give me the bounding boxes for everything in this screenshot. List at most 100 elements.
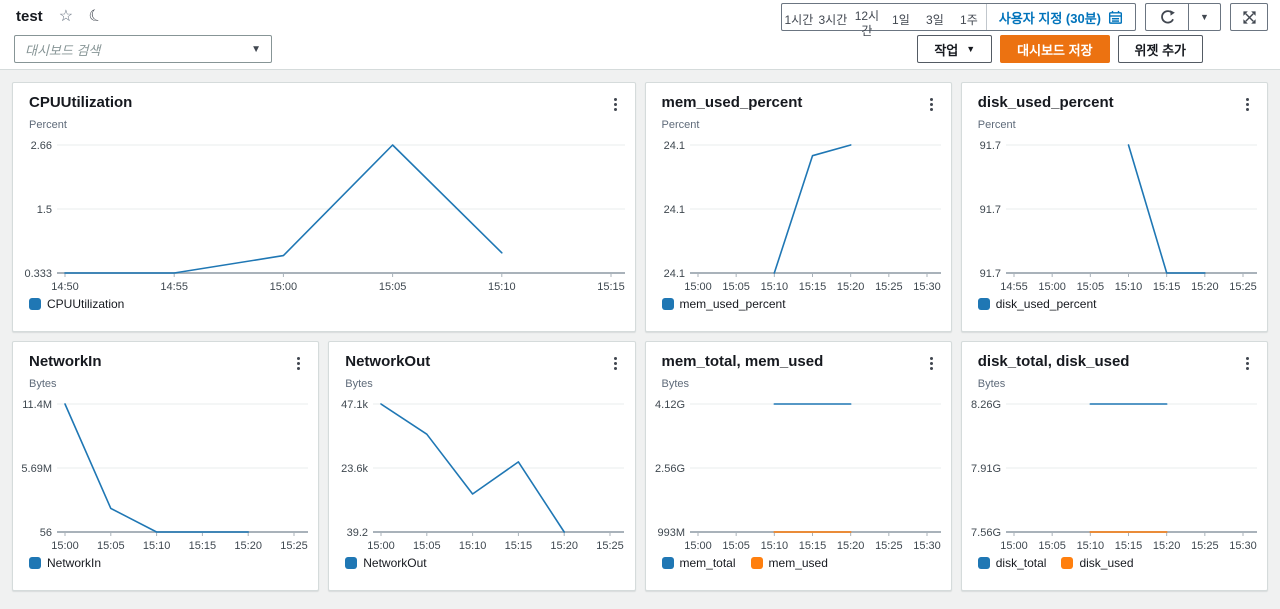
- svg-text:15:10: 15:10: [1076, 540, 1104, 550]
- svg-text:91.7: 91.7: [979, 140, 1000, 152]
- y-axis-unit-label: Bytes: [661, 378, 690, 390]
- kebab-dot: [1246, 103, 1249, 106]
- dashboard-header: test ☆ ☾ 1시간 3시간 12시간 1일 3일 1주 사용자 지정 (30분): [0, 0, 1280, 70]
- custom-time-range-label: 사용자 지정 (30분): [998, 10, 1101, 26]
- time-range-button[interactable]: 1시간: [782, 4, 816, 32]
- fullscreen-button[interactable]: [1230, 3, 1268, 31]
- widget-menu-kebab-button[interactable]: [922, 353, 941, 374]
- svg-text:15:00: 15:00: [684, 281, 712, 291]
- chart-plot-area[interactable]: 11.4M 5.69M 56 15:00 15:05 15:10 15:15 15:20 15:…: [13, 392, 318, 555]
- refresh-button[interactable]: [1146, 4, 1188, 30]
- time-range-button[interactable]: 1주: [952, 4, 986, 32]
- svg-text:15:05: 15:05: [1076, 281, 1104, 291]
- chart-plot-area[interactable]: 91.7 91.7 91.7 14:55 15:00 15:05 15:10 15:15 15:…: [962, 133, 1267, 296]
- svg-text:14:55: 14:55: [1000, 281, 1028, 291]
- kebab-dot: [613, 367, 617, 370]
- legend-color-chip: [1061, 557, 1074, 569]
- chart-plot-area[interactable]: 47.1k 23.6k 39.2 15:00 15:05 15:10 15:15 15:20 1…: [329, 392, 634, 555]
- svg-text:15:00: 15:00: [1000, 540, 1028, 550]
- kebab-dot: [297, 362, 301, 365]
- widget-menu-kebab-button[interactable]: [1238, 94, 1257, 115]
- legend-item[interactable]: NetworkIn: [29, 556, 101, 570]
- svg-text:15:25: 15:25: [596, 540, 624, 550]
- chart-widget: NetworkOut Bytes 47.1k 23.6k 39.2 15:00 15:05 1…: [328, 341, 636, 591]
- dark-mode-moon-icon[interactable]: ☾: [86, 5, 106, 27]
- svg-text:14:50: 14:50: [51, 281, 79, 291]
- svg-text:15:05: 15:05: [722, 540, 750, 550]
- svg-text:15:15: 15:15: [1153, 281, 1181, 291]
- legend-item[interactable]: mem_used_percent: [661, 297, 786, 311]
- legend-label: NetworkIn: [47, 556, 102, 570]
- add-widget-button[interactable]: 위젯 추가: [1117, 35, 1203, 63]
- chart-plot-area[interactable]: 24.1 24.1 24.1 15:00 15:05 15:10 15:15 15:20 15:…: [646, 133, 951, 296]
- svg-text:2.56G: 2.56G: [655, 463, 685, 475]
- chevron-down-icon: ▼: [966, 44, 976, 54]
- legend-item[interactable]: CPUUtilization: [29, 297, 124, 311]
- kebab-dot: [929, 367, 933, 370]
- svg-text:15:15: 15:15: [597, 281, 625, 291]
- legend-item[interactable]: disk_used_percent: [977, 297, 1096, 311]
- chart-legend: NetworkIn: [29, 556, 302, 570]
- refresh-options-button[interactable]: ▼: [1188, 4, 1220, 30]
- chart-plot-area[interactable]: 8.26G 7.91G 7.56G 15:00 15:05 15:10 15:15 15:20…: [962, 392, 1267, 555]
- widget-title: NetworkIn: [29, 353, 102, 370]
- favorite-star-icon[interactable]: ☆: [58, 7, 74, 25]
- chart-plot-area[interactable]: 2.66 1.5 0.333 14:50 14:55 15:00 15:05 15:10 15:…: [13, 133, 635, 296]
- widget-title: CPUUtilization: [29, 94, 133, 111]
- widget-menu-kebab-button[interactable]: [289, 353, 308, 374]
- actions-menu-button[interactable]: 작업 ▼: [917, 35, 993, 63]
- chart-svg: 91.791.791.714:55 15:00 15:05 15:10 15:15 15:…: [979, 140, 1257, 293]
- svg-text:2.66: 2.66: [31, 140, 52, 152]
- svg-text:56: 56: [40, 527, 52, 539]
- time-range-button[interactable]: 1일: [884, 4, 918, 32]
- svg-text:15:10: 15:10: [488, 281, 516, 291]
- widget-title: NetworkOut: [345, 353, 431, 370]
- legend-item[interactable]: NetworkOut: [345, 556, 427, 570]
- svg-text:23.6k: 23.6k: [341, 463, 368, 475]
- svg-text:91.7: 91.7: [979, 204, 1000, 216]
- kebab-dot: [613, 108, 617, 111]
- svg-text:91.7: 91.7: [979, 268, 1000, 280]
- save-dashboard-button[interactable]: 대시보드 저장: [1000, 35, 1110, 63]
- svg-text:4.12G: 4.12G: [655, 399, 685, 411]
- time-range-button[interactable]: 3시간: [816, 4, 850, 32]
- time-range-button[interactable]: 3일: [918, 4, 952, 32]
- kebab-dot: [297, 367, 301, 370]
- svg-text:15:30: 15:30: [913, 540, 941, 550]
- svg-text:15:05: 15:05: [722, 281, 750, 291]
- y-axis-unit-label: Percent: [977, 119, 1016, 131]
- widget-menu-kebab-button[interactable]: [1238, 353, 1257, 374]
- svg-text:15:20: 15:20: [1191, 281, 1219, 291]
- chart-plot-area[interactable]: 4.12G 2.56G 993M 15:00 15:05 15:10 15:15 15:20 1…: [646, 392, 951, 555]
- dashboard-search-combobox[interactable]: 대시보드 검색 ▼: [14, 35, 272, 63]
- svg-text:24.1: 24.1: [663, 204, 684, 216]
- svg-text:15:05: 15:05: [379, 281, 407, 291]
- custom-time-range-button[interactable]: 사용자 지정 (30분): [985, 4, 1135, 30]
- kebab-dot: [1246, 98, 1249, 101]
- legend-item[interactable]: disk_total: [977, 556, 1046, 570]
- svg-text:15:15: 15:15: [798, 540, 826, 550]
- svg-text:15:00: 15:00: [270, 281, 298, 291]
- chart-widget: disk_used_percent Percent 91.7 91.7 91.7 14:5…: [960, 82, 1268, 332]
- svg-text:15:30: 15:30: [1229, 540, 1257, 550]
- legend-item[interactable]: mem_total: [661, 556, 736, 570]
- time-range-button[interactable]: 12시간: [850, 4, 884, 38]
- widget-menu-kebab-button[interactable]: [606, 353, 625, 374]
- svg-text:15:10: 15:10: [1114, 281, 1142, 291]
- svg-text:15:25: 15:25: [1191, 540, 1219, 550]
- refresh-icon: [1160, 9, 1175, 23]
- time-range-control: 1시간 3시간 12시간 1일 3일 1주 사용자 지정 (30분): [780, 3, 1136, 38]
- chart-svg: 47.1k 23.6k 39.215:00 15:05 15:10 15:15 15:20 1…: [341, 399, 625, 552]
- kebab-dot: [929, 108, 933, 111]
- widget-menu-kebab-button[interactable]: [922, 94, 941, 115]
- svg-text:15:00: 15:00: [684, 540, 712, 550]
- legend-item[interactable]: disk_used: [1061, 556, 1134, 570]
- actions-label: 작업: [934, 42, 959, 58]
- svg-text:15:20: 15:20: [836, 540, 864, 550]
- dashboard-grid: CPUUtilization Percent 2.66 1.5 0.333 14:50 14…: [12, 82, 1268, 591]
- svg-text:15:15: 15:15: [189, 540, 217, 550]
- widget-menu-kebab-button[interactable]: [606, 94, 625, 115]
- legend-item[interactable]: mem_used: [750, 556, 828, 570]
